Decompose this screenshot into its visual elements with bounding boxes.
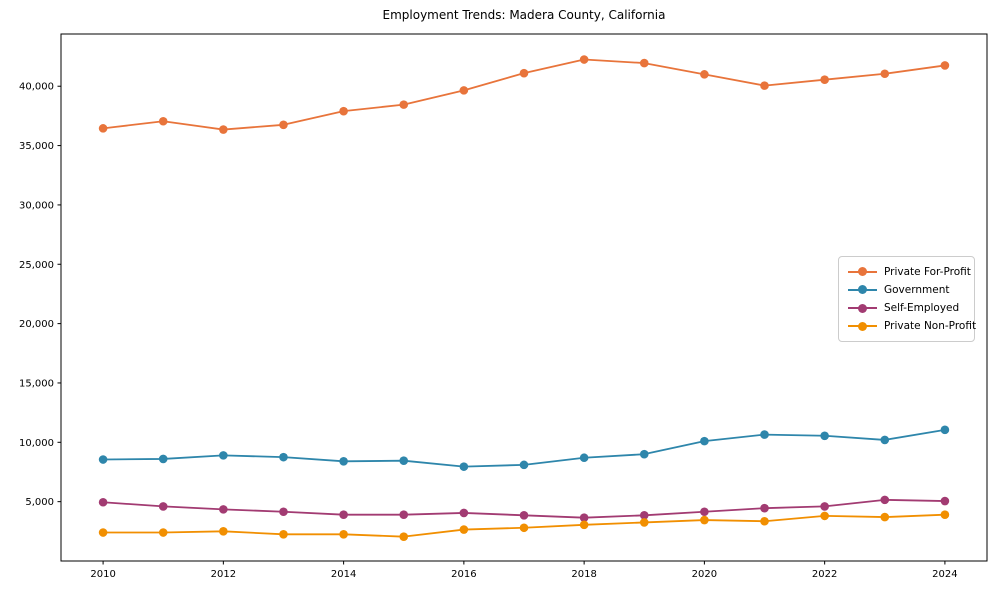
data-point-government bbox=[339, 456, 348, 466]
data-point-government bbox=[940, 425, 950, 435]
data-point-private-non-profit bbox=[579, 520, 589, 530]
data-point-private-for-profit bbox=[760, 81, 769, 90]
data-point-private-for-profit bbox=[820, 75, 829, 84]
data-point-private-non-profit bbox=[399, 532, 409, 541]
data-point-self-employed bbox=[459, 508, 469, 518]
data-point-self-employed bbox=[279, 507, 288, 517]
x-tick-label: 2016 bbox=[451, 569, 476, 580]
data-point-government bbox=[700, 436, 709, 446]
data-point-government bbox=[820, 431, 829, 441]
data-point-private-non-profit bbox=[820, 511, 829, 521]
data-point-private-for-profit bbox=[639, 58, 649, 68]
data-point-private-non-profit bbox=[639, 518, 649, 527]
data-point-government bbox=[760, 430, 769, 439]
x-tick-label: 2010 bbox=[90, 569, 115, 580]
data-point-private-for-profit bbox=[98, 124, 108, 133]
data-point-government bbox=[219, 451, 228, 460]
data-point-private-non-profit bbox=[940, 510, 950, 520]
chart-title: Employment Trends: Madera County, Califo… bbox=[382, 8, 666, 22]
line-marker-icon bbox=[848, 303, 877, 313]
data-point-private-for-profit bbox=[940, 61, 950, 70]
data-point-government bbox=[519, 460, 529, 470]
legend-label: Government bbox=[884, 283, 950, 296]
data-point-private-for-profit bbox=[219, 125, 228, 134]
line-marker-icon bbox=[848, 267, 877, 276]
data-point-private-for-profit bbox=[279, 120, 288, 130]
x-tick-label: 2012 bbox=[211, 569, 236, 580]
data-point-private-for-profit bbox=[158, 116, 168, 126]
data-point-private-non-profit bbox=[700, 515, 709, 525]
x-tick-label: 2018 bbox=[571, 569, 596, 580]
x-tick-label: 2020 bbox=[692, 569, 717, 580]
data-point-private-non-profit bbox=[760, 516, 769, 526]
data-point-private-non-profit bbox=[519, 523, 529, 533]
x-tick-label: 2024 bbox=[932, 569, 957, 580]
line-marker-icon bbox=[848, 285, 877, 295]
y-tick-label: 10,000 bbox=[19, 438, 54, 449]
legend-label: Private For-Profit bbox=[884, 265, 971, 278]
data-point-government bbox=[279, 452, 288, 462]
data-point-self-employed bbox=[219, 505, 228, 514]
data-point-self-employed bbox=[820, 502, 829, 511]
data-point-private-for-profit bbox=[700, 70, 709, 79]
y-tick-label: 40,000 bbox=[19, 82, 54, 93]
data-point-private-for-profit bbox=[399, 100, 409, 109]
data-point-government bbox=[399, 456, 409, 466]
legend-box: Private For-Profit Government Self-Emplo… bbox=[838, 256, 976, 342]
data-point-self-employed bbox=[339, 510, 348, 520]
y-tick-label: 30,000 bbox=[19, 200, 54, 211]
data-point-private-non-profit bbox=[98, 528, 108, 537]
data-point-private-for-profit bbox=[339, 106, 348, 116]
legend-item-government: Government bbox=[848, 281, 966, 298]
data-point-private-for-profit bbox=[579, 55, 589, 64]
legend-item-self-employed: Self-Employed bbox=[848, 300, 966, 317]
y-tick-label: 35,000 bbox=[19, 141, 54, 152]
data-point-private-non-profit bbox=[339, 529, 348, 539]
data-point-private-non-profit bbox=[880, 512, 890, 522]
data-point-government bbox=[579, 453, 589, 463]
data-point-self-employed bbox=[760, 503, 769, 513]
x-tick-label: 2014 bbox=[331, 569, 356, 580]
data-point-private-non-profit bbox=[459, 525, 469, 534]
data-point-private-for-profit bbox=[880, 69, 890, 79]
data-point-government bbox=[98, 455, 108, 464]
data-point-self-employed bbox=[880, 495, 890, 505]
data-point-self-employed bbox=[98, 497, 108, 507]
legend-item-private-for-profit: Private For-Profit bbox=[848, 263, 971, 280]
data-point-self-employed bbox=[940, 496, 950, 506]
data-point-self-employed bbox=[519, 511, 529, 520]
data-point-private-non-profit bbox=[279, 529, 288, 539]
data-point-private-non-profit bbox=[158, 528, 168, 537]
data-point-government bbox=[158, 454, 168, 464]
axes-frame bbox=[60, 33, 988, 562]
legend-label: Self-Employed bbox=[884, 302, 960, 315]
data-point-self-employed bbox=[639, 511, 649, 520]
x-tick-label: 2022 bbox=[812, 569, 837, 580]
data-point-government bbox=[639, 449, 649, 459]
data-point-private-non-profit bbox=[219, 527, 228, 536]
data-point-private-for-profit bbox=[459, 86, 469, 95]
y-tick-label: 25,000 bbox=[19, 260, 54, 271]
y-tick-label: 5,000 bbox=[25, 497, 54, 508]
line-marker-icon bbox=[848, 321, 877, 331]
legend-label: Private Non-Profit bbox=[884, 320, 977, 333]
legend-item-private-non-profit: Private Non-Profit bbox=[848, 318, 976, 335]
data-point-self-employed bbox=[579, 513, 589, 522]
data-point-private-for-profit bbox=[519, 68, 529, 78]
data-point-self-employed bbox=[700, 507, 709, 517]
data-point-government bbox=[459, 462, 469, 471]
data-point-government bbox=[880, 435, 890, 445]
data-point-self-employed bbox=[158, 502, 168, 511]
y-tick-label: 15,000 bbox=[19, 378, 54, 389]
data-point-self-employed bbox=[399, 510, 409, 520]
y-tick-label: 20,000 bbox=[19, 319, 54, 330]
